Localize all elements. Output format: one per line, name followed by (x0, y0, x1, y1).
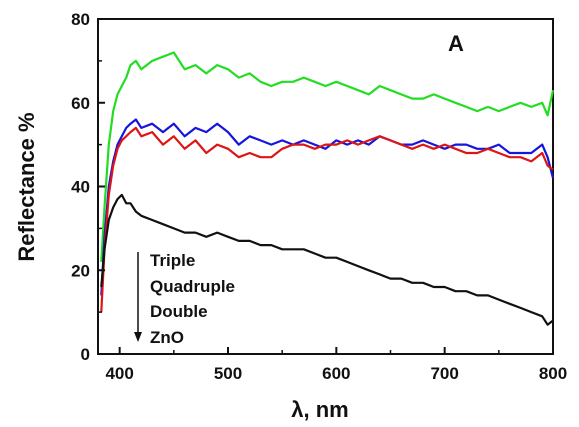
x-tick-label: 700 (430, 364, 458, 383)
legend-entry-triple: Triple (150, 251, 195, 270)
series-line-quadruple (100, 118, 555, 296)
series-line-zno (100, 193, 554, 326)
x-axis-ticks: 400 500 600 700 800 (105, 347, 567, 383)
y-tick-label: 80 (71, 10, 90, 29)
x-tick-label: 800 (539, 364, 567, 383)
panel-label: A (448, 31, 464, 56)
legend: Triple Quadruple Double ZnO (134, 251, 235, 347)
series-line-triple (100, 51, 555, 262)
x-tick-label: 500 (214, 364, 242, 383)
legend-entry-quadruple: Quadruple (150, 277, 235, 296)
y-tick-label: 60 (71, 94, 90, 113)
y-tick-label: 0 (81, 345, 90, 364)
legend-entry-zno: ZnO (150, 328, 184, 347)
y-tick-label: 40 (71, 178, 90, 197)
x-tick-label: 400 (105, 364, 133, 383)
y-axis-title: Reflectance % (14, 112, 39, 261)
x-tick-label: 600 (322, 364, 350, 383)
legend-entry-double: Double (150, 302, 208, 321)
legend-order-arrow-head (134, 332, 142, 342)
series-layer (100, 51, 555, 326)
x-axis-title: λ, nm (291, 397, 348, 422)
y-tick-label: 20 (71, 261, 90, 280)
series-line-double (100, 126, 554, 313)
y-axis-ticks: 0 20 40 60 80 (71, 10, 105, 364)
